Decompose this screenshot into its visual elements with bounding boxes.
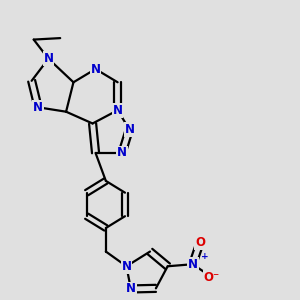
Text: N: N xyxy=(126,282,136,296)
Text: N: N xyxy=(188,258,198,271)
Text: N: N xyxy=(33,101,43,114)
Text: N: N xyxy=(112,104,123,117)
Text: N: N xyxy=(122,260,131,273)
Text: +: + xyxy=(201,252,208,261)
Text: N: N xyxy=(124,123,134,136)
Text: N: N xyxy=(44,52,53,65)
Text: N: N xyxy=(117,146,127,159)
Text: O⁻: O⁻ xyxy=(204,271,220,284)
Text: N: N xyxy=(91,62,100,76)
Text: O: O xyxy=(195,236,205,249)
